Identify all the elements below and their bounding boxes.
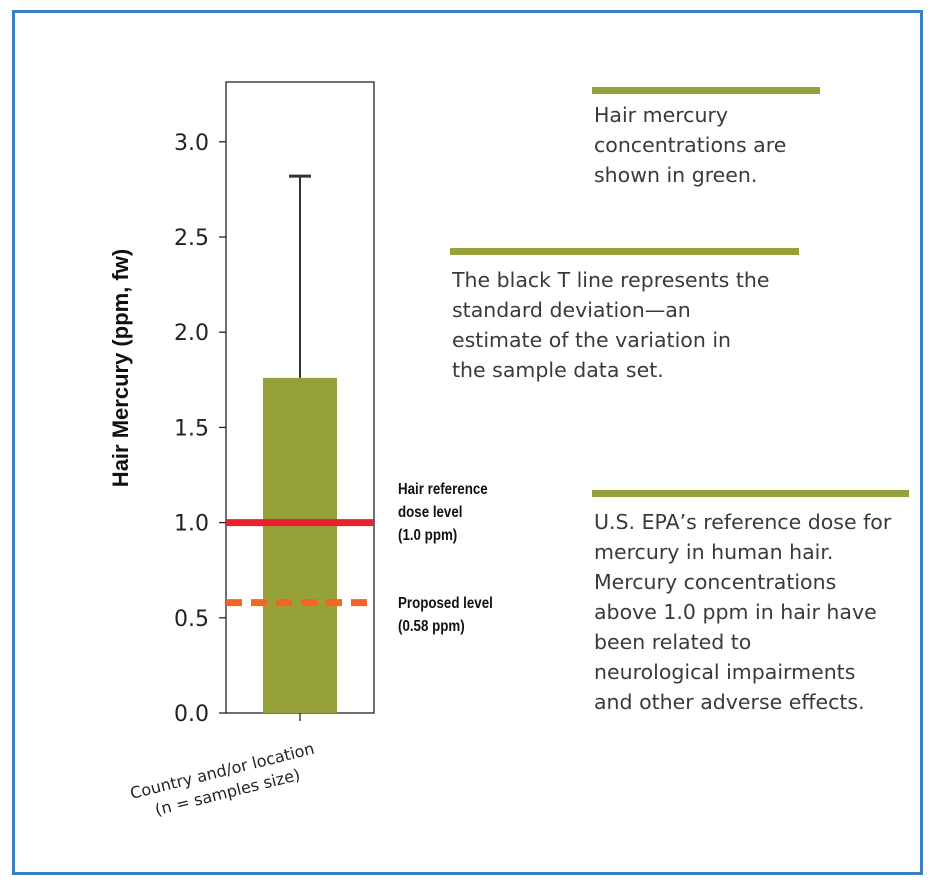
y-tick-label: 1.5 (174, 416, 209, 441)
bar-mercury-concentration (263, 377, 337, 713)
note-2-accent-bar (450, 248, 799, 255)
y-tick-label: 0.5 (174, 607, 209, 632)
note-3-accent-bar (592, 490, 909, 497)
note-epa-reference: U.S. EPA’s reference dose for mercury in… (594, 510, 892, 714)
chart-marks (226, 174, 374, 721)
y-tick-label: 2.0 (174, 321, 209, 346)
proposed-line-label: Proposed level (0.58 ppm) (398, 595, 493, 635)
y-axis-label: Hair Mercury (ppm, fw) (108, 249, 133, 487)
reference-line-label: Hair reference dose level (1.0 ppm) (398, 481, 488, 544)
y-tick-label: 2.5 (174, 226, 209, 251)
note-1-accent-bar (592, 87, 820, 94)
y-tick-label: 0.0 (174, 702, 209, 727)
y-tick-label: 1.0 (174, 512, 209, 537)
y-tick-label: 3.0 (174, 131, 209, 156)
note-standard-deviation: The black T line represents the standard… (452, 268, 770, 382)
note-green-concentrations: Hair mercury concentrations are shown in… (594, 103, 787, 187)
y-axis-ticks: 0.0 0.5 1.0 1.5 2.0 2.5 3.0 (174, 131, 226, 727)
figure-frame (12, 10, 923, 875)
